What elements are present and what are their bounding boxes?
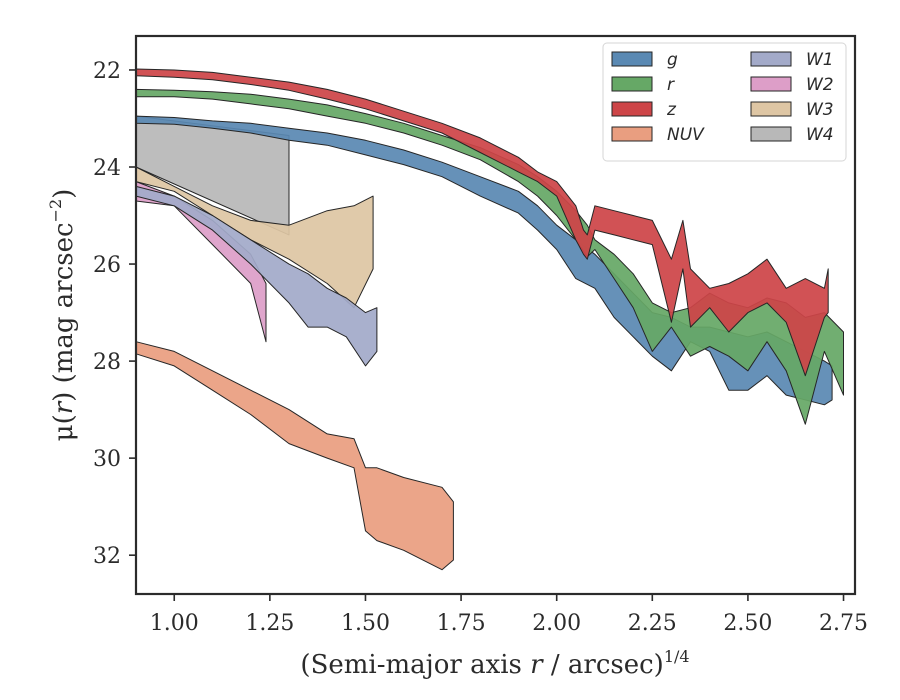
band-z bbox=[135, 68, 829, 377]
legend-swatch-nuv bbox=[611, 126, 653, 142]
y-tick-label: 32 bbox=[93, 544, 121, 569]
legend-swatch-w2 bbox=[750, 76, 792, 92]
legend-swatch-z bbox=[611, 101, 653, 117]
legend-label-nuv: NUV bbox=[667, 125, 705, 145]
legend-label-g: g bbox=[667, 50, 678, 70]
x-tick-label: 1.50 bbox=[341, 611, 390, 636]
band-nuv bbox=[135, 341, 454, 571]
y-tick-label: 30 bbox=[93, 447, 121, 472]
legend-label-z: z bbox=[666, 100, 677, 120]
y-tick-label: 22 bbox=[93, 59, 121, 84]
y-tick-label: 26 bbox=[93, 253, 121, 278]
legend-label-w3: W3 bbox=[806, 100, 834, 120]
legend-label-w1: W1 bbox=[806, 50, 834, 70]
x-tick-label: 1.25 bbox=[245, 611, 294, 636]
y-tick-label: 24 bbox=[93, 156, 121, 181]
data-bands bbox=[135, 68, 844, 571]
band-w3 bbox=[135, 166, 374, 309]
x-tick-label: 2.50 bbox=[723, 611, 772, 636]
legend-label-r: r bbox=[667, 75, 675, 95]
legend: grz NUV W1 W2 W3 W4 bbox=[602, 42, 847, 162]
y-tick-label: 28 bbox=[93, 350, 121, 375]
x-tick-label: 1.75 bbox=[437, 611, 486, 636]
y-axis-ticks: 22 24 26 28 30 32 bbox=[93, 59, 136, 569]
band-w1 bbox=[135, 185, 378, 367]
plot-frame bbox=[134, 34, 857, 596]
legend-swatch-g bbox=[611, 51, 653, 67]
legend-label-w2: W2 bbox=[806, 75, 834, 95]
legend-swatch-w3 bbox=[750, 101, 792, 117]
x-tick-label: 2.75 bbox=[819, 611, 868, 636]
legend-swatch-w1 bbox=[750, 51, 792, 67]
legend-swatch-w4 bbox=[750, 126, 792, 142]
legend-swatch-r bbox=[611, 76, 653, 92]
x-axis-ticks: 1.00 1.25 1.50 1.75 2.00 2.25 2.50 2.75 bbox=[150, 594, 868, 636]
x-axis-label: (Semi-major axis r / arcsec)1/4 bbox=[300, 647, 689, 680]
x-tick-label: 2.25 bbox=[628, 611, 677, 636]
x-tick-label: 1.00 bbox=[150, 611, 199, 636]
y-axis-label: μ(r) (mag arcsec−2) bbox=[46, 189, 79, 442]
x-tick-label: 2.00 bbox=[532, 611, 581, 636]
legend-label-w4: W4 bbox=[806, 125, 834, 145]
